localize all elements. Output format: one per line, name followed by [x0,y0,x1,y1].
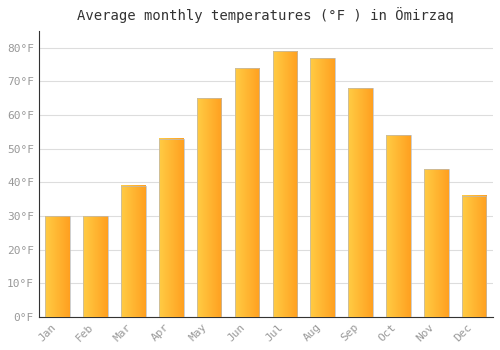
Bar [386,135,410,317]
Bar [159,139,184,317]
Bar [234,68,260,317]
Bar [84,216,108,317]
Bar [462,196,486,317]
Bar [348,88,373,317]
Bar [197,98,222,317]
Bar [272,51,297,317]
Title: Average monthly temperatures (°F ) in Ömirzaq: Average monthly temperatures (°F ) in Öm… [78,7,454,23]
Bar [424,169,448,317]
Bar [121,186,146,317]
Bar [46,216,70,317]
Bar [310,58,335,317]
